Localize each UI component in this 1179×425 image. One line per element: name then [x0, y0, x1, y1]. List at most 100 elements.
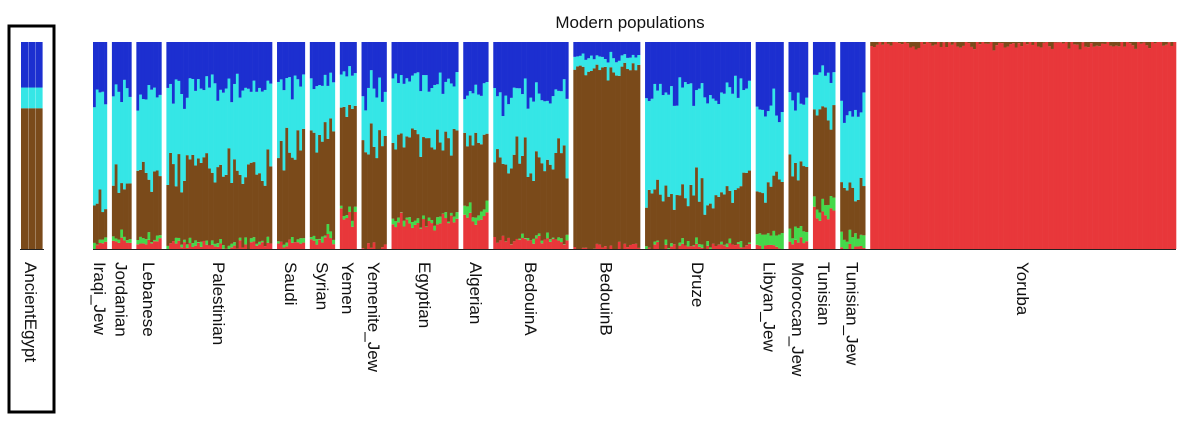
label-algerian: Algerian — [466, 262, 485, 324]
population-druze-bar-35-component-1 — [742, 247, 745, 249]
population-bedouina-bar-25-component-5 — [563, 42, 566, 79]
population-syrian-bar-4-component-3 — [321, 142, 324, 237]
population-yemenite-jew-bar-8-component-1 — [384, 244, 387, 249]
population-palestinian-bar-6-component-5 — [183, 42, 186, 109]
population-moroccan-jew-bar-5-component-1 — [802, 243, 805, 249]
population-bedouina-bar-14-component-5 — [532, 42, 535, 102]
population-druze-bar-9-component-2 — [670, 243, 673, 246]
population-algerian-bar-5-component-4 — [477, 95, 480, 143]
population-egyptian-bar-13-component-3 — [428, 138, 431, 217]
population-algerian-bar-3-component-4 — [472, 93, 475, 145]
population-druze-bar-18-component-4 — [695, 90, 698, 167]
population-yoruba-bar-52-component-1 — [1015, 48, 1018, 249]
population-moroccan-jew-bar-4-component-4 — [800, 104, 803, 162]
population-yemen-bar-2-component-3 — [345, 117, 348, 215]
population-iraqi-jew-bar-3-component-1 — [101, 243, 104, 249]
population-druze-bar-35-component-4 — [742, 90, 745, 173]
population-tunisian-jew-bar-4-component-5 — [851, 42, 854, 117]
population-egyptian-bar-9-component-5 — [417, 42, 420, 72]
population-jordanian-bar-3-component-5 — [120, 42, 123, 102]
population-jordanian-bar-4-component-2 — [123, 237, 126, 241]
population-egyptian-bar-14-component-4 — [430, 88, 433, 147]
population-iraqi-jew-bar-2-component-5 — [99, 42, 102, 92]
population-palestinian-bar-10-component-3 — [194, 166, 197, 241]
population-egyptian-bar-19-component-5 — [444, 42, 447, 82]
population-algerian-bar-1-component-3 — [466, 146, 469, 206]
population-tunisian-jew-bar-3-component-5 — [849, 42, 852, 111]
population-bedouina-bar-6-component-4 — [510, 98, 513, 169]
population-palestinian-bar-15-component-4 — [208, 88, 211, 169]
population-druze-bar-27-component-5 — [720, 42, 723, 92]
population-jordanian-bar-5-component-2 — [126, 240, 129, 243]
population-tunisian-jew-bar-8-component-5 — [862, 42, 865, 92]
population-algerian — [463, 42, 488, 249]
population-libyan-jew-bar-3-component-3 — [764, 203, 767, 235]
population-yoruba-bar-99-component-1 — [1145, 45, 1148, 249]
population-palestinian-bar-12-component-4 — [200, 89, 203, 163]
population-druze-bar-14-component-1 — [684, 246, 687, 249]
population-jordanian-bar-3-component-2 — [120, 230, 123, 238]
population-algerian-bar-6-component-2 — [480, 212, 483, 220]
population-tunisian-bar-1-component-5 — [816, 42, 819, 75]
population-saudi-bar-3-component-3 — [285, 128, 288, 243]
population-palestinian-bar-15-component-3 — [208, 168, 211, 245]
population-druze-bar-32-component-4 — [734, 76, 737, 190]
population-egyptian-bar-1-component-4 — [394, 74, 397, 150]
population-libyan-jew-bar-4-component-5 — [767, 42, 770, 111]
population-palestinian-bar-12-component-1 — [200, 247, 203, 249]
population-bedouina-bar-25-component-1 — [563, 245, 566, 249]
population-druze-bar-31-component-3 — [731, 203, 734, 245]
population-tunisian-bar-5-component-3 — [827, 120, 830, 205]
ancient-bar-0-component-5 — [21, 42, 28, 88]
population-tunisian-bar-7-component-5 — [832, 42, 835, 72]
population-lebanese-bar-7-component-4 — [156, 97, 159, 170]
population-bedouina-bar-12-component-4 — [527, 109, 530, 177]
population-druze-bar-16-component-4 — [690, 83, 693, 185]
population-druze-bar-21-component-4 — [703, 97, 706, 214]
population-druze-bar-4-component-4 — [656, 91, 659, 180]
population-druze-bar-14-component-5 — [684, 42, 687, 82]
population-tunisian-bar-1-component-4 — [816, 75, 819, 116]
population-druze-bar-14-component-3 — [684, 198, 687, 245]
population-druze-bar-10-component-3 — [673, 210, 676, 244]
population-tunisian-jew-bar-0-component-3 — [840, 182, 843, 232]
population-palestinian-bar-24-component-5 — [233, 42, 236, 84]
population-yemenite-jew-bar-6-component-4 — [378, 77, 381, 130]
population-palestinian-bar-29-component-5 — [247, 42, 250, 89]
population-palestinian-bar-5-component-1 — [180, 247, 183, 249]
population-syrian-bar-2-component-3 — [315, 153, 318, 240]
population-yoruba-bar-74-component-1 — [1076, 45, 1079, 249]
population-yoruba-bar-53-component-1 — [1018, 43, 1021, 249]
population-algerian-bar-2-component-1 — [469, 213, 472, 249]
population-bedouina-bar-4-component-3 — [504, 165, 507, 242]
population-druze-bar-33-component-3 — [737, 188, 740, 242]
population-iraqi-jew-bar-1-component-1 — [96, 245, 99, 249]
population-bedouina-bar-20-component-5 — [549, 42, 552, 103]
population-palestinian-bar-36-component-3 — [266, 149, 269, 236]
population-moroccan-jew-bar-0-component-2 — [788, 229, 791, 242]
population-bedouinb-bar-19-component-1 — [626, 247, 629, 249]
population-egyptian-bar-17-component-2 — [439, 217, 442, 224]
population-yoruba-bar-35-component-1 — [968, 43, 971, 249]
population-druze-bar-19-component-4 — [698, 89, 701, 202]
population-yoruba-bar-46-component-3 — [998, 42, 1001, 43]
label-moroccan-jew: Moroccan_Jew — [788, 262, 807, 377]
population-moroccan-jew-bar-0-component-4 — [788, 92, 791, 154]
population-moroccan-jew-bar-6-component-2 — [805, 232, 808, 241]
population-bedouina-bar-5-component-3 — [507, 173, 510, 238]
population-algerian-bar-7-component-2 — [483, 209, 486, 216]
population-bedouinb-bar-21-component-1 — [632, 244, 635, 249]
population-algerian-bar-7-component-3 — [483, 135, 486, 210]
population-lebanese-bar-1-component-4 — [139, 95, 142, 170]
label-yemenite-jew: Yemenite_Jew — [364, 262, 383, 373]
population-egyptian-bar-13-component-4 — [428, 92, 431, 138]
population-egyptian-bar-14-component-1 — [430, 223, 433, 249]
population-bedouinb-bar-17-component-5 — [621, 42, 624, 55]
population-palestinian-bar-33-component-2 — [258, 242, 261, 245]
population-syrian-bar-0-component-2 — [310, 237, 313, 239]
population-tunisian-jew-bar-4-component-3 — [851, 188, 854, 237]
population-palestinian-bar-31-component-1 — [253, 242, 256, 249]
population-yemen — [340, 42, 357, 249]
population-tunisian-jew-bar-6-component-3 — [857, 200, 860, 239]
population-palestinian-bar-9-component-3 — [191, 155, 194, 243]
